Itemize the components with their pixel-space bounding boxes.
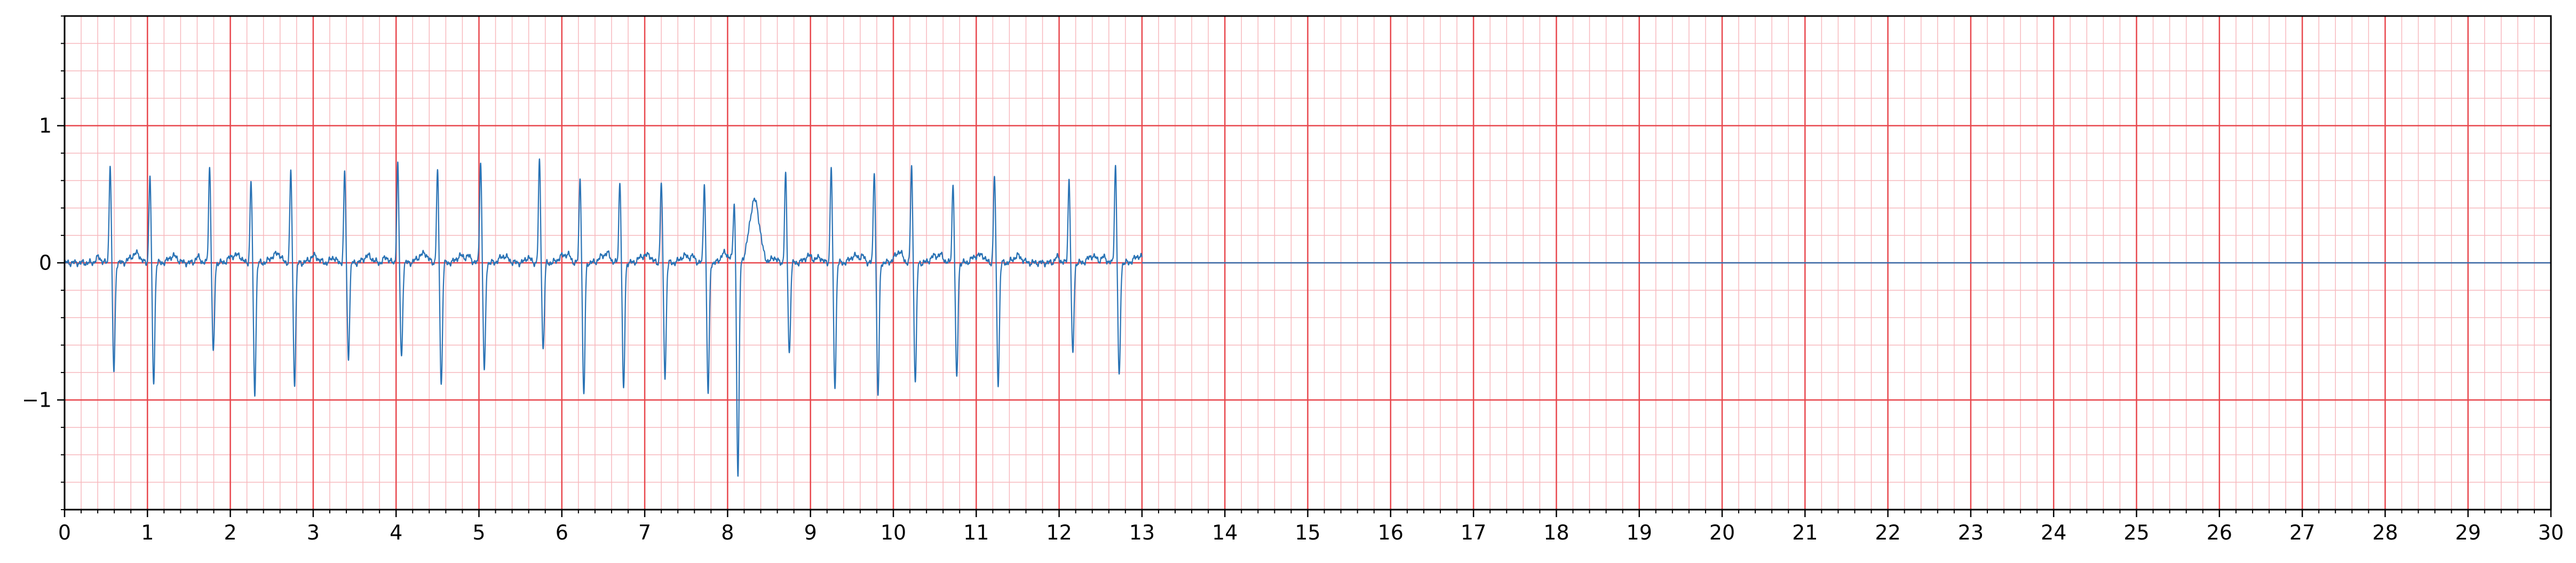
y-tick-label: −1 (22, 388, 52, 411)
x-tick-label: 1 (141, 521, 154, 544)
x-tick-label: 3 (307, 521, 320, 544)
x-tick-label: 2 (224, 521, 237, 544)
y-axis-ticks: −1 0 1 (22, 15, 65, 510)
x-tick-label: 7 (638, 521, 651, 544)
x-tick-label: 13 (1129, 521, 1155, 544)
x-tick-label: 21 (1792, 521, 1818, 544)
x-tick-label: 15 (1295, 521, 1320, 544)
x-axis-ticks: 0 1 2 3 4 5 6 7 8 9 10 11 12 13 14 15 16 17 18 19 20 21 22 23 24… (58, 510, 2564, 544)
x-tick-label: 30 (2538, 521, 2564, 544)
x-tick-label: 9 (804, 521, 817, 544)
x-tick-label: 29 (2455, 521, 2481, 544)
ecg-trace (64, 158, 1143, 477)
x-tick-label: 26 (2207, 521, 2232, 544)
x-tick-label: 12 (1046, 521, 1072, 544)
x-tick-label: 11 (963, 521, 989, 544)
x-tick-label: 8 (721, 521, 734, 544)
x-tick-label: 25 (2123, 521, 2149, 544)
x-tick-label: 28 (2372, 521, 2398, 544)
x-tick-label: 5 (472, 521, 485, 544)
x-tick-label: 16 (1378, 521, 1404, 544)
x-tick-label: 0 (58, 521, 71, 544)
x-tick-label: 6 (556, 521, 568, 544)
ecg-signal (64, 158, 2551, 477)
x-tick-label: 24 (2041, 521, 2066, 544)
x-tick-label: 23 (1958, 521, 1984, 544)
x-tick-label: 4 (390, 521, 402, 544)
x-tick-label: 10 (881, 521, 906, 544)
x-tick-label: 17 (1461, 521, 1486, 544)
x-tick-label: 19 (1627, 521, 1652, 544)
x-tick-label: 18 (1543, 521, 1569, 544)
y-tick-label: 0 (39, 251, 52, 275)
x-tick-label: 27 (2289, 521, 2315, 544)
x-tick-label: 22 (1875, 521, 1900, 544)
x-tick-label: 20 (1709, 521, 1735, 544)
x-tick-label: 14 (1212, 521, 1238, 544)
y-tick-label: 1 (39, 114, 52, 138)
